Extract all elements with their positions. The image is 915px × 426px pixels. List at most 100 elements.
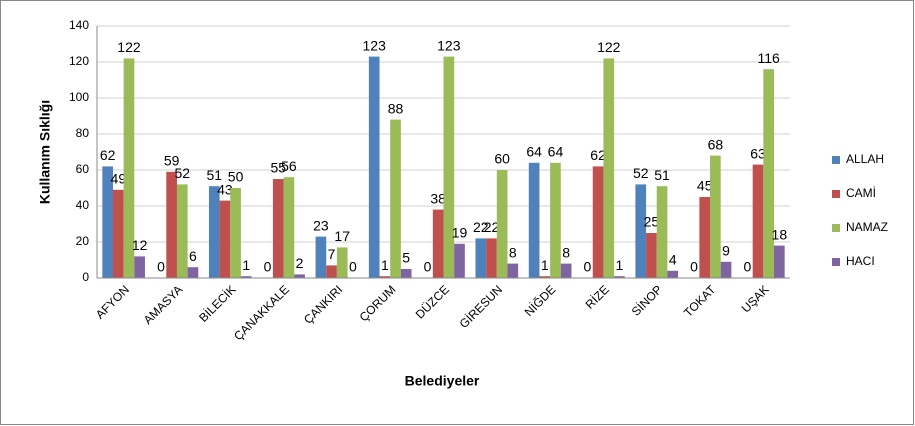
data-label: 0	[264, 259, 272, 275]
y-tick-label: 0	[82, 270, 89, 284]
bar	[272, 179, 284, 278]
data-label: 59	[164, 153, 180, 169]
data-label: 0	[743, 259, 751, 275]
data-label: 122	[117, 39, 141, 55]
data-label: 62	[590, 147, 606, 163]
legend-label: ALLAH	[846, 152, 884, 166]
data-label: 63	[750, 145, 766, 161]
bar	[507, 263, 519, 278]
data-label: 12	[132, 237, 148, 253]
data-label: 123	[437, 37, 461, 53]
bar	[528, 162, 540, 278]
bar	[614, 276, 625, 278]
data-label: 68	[708, 136, 724, 152]
legend-swatch	[832, 224, 840, 232]
legend-label: HACI	[846, 254, 875, 268]
bar	[774, 245, 785, 278]
data-label: 51	[654, 167, 670, 183]
data-label: 4	[669, 252, 677, 268]
data-label: 9	[722, 243, 730, 259]
bar	[443, 56, 455, 278]
y-axis-label: Kullanım Sıklığı	[37, 100, 53, 204]
x-axis-label: Belediyeler	[405, 373, 480, 389]
data-label: 50	[228, 169, 244, 185]
bar	[112, 189, 124, 278]
data-label: 8	[509, 244, 517, 260]
bar	[176, 184, 188, 278]
bar	[336, 247, 348, 278]
bar	[475, 238, 487, 278]
bar	[486, 238, 497, 278]
data-label: 0	[584, 259, 592, 275]
y-tick-label: 40	[76, 198, 90, 212]
bar	[592, 166, 604, 278]
bar	[294, 274, 305, 278]
bar	[752, 164, 764, 278]
bar	[400, 269, 412, 278]
data-label: 43	[217, 181, 233, 197]
data-label: 55	[270, 160, 286, 176]
bar	[550, 162, 561, 278]
data-label: 1	[381, 257, 389, 273]
data-label: 0	[157, 259, 165, 275]
y-tick-label: 100	[69, 90, 89, 104]
bar	[102, 166, 113, 278]
data-label: 19	[452, 225, 468, 241]
y-tick-label: 140	[69, 18, 89, 32]
bar	[454, 243, 465, 278]
data-label: 6	[189, 248, 197, 264]
y-tick-label: 20	[76, 234, 90, 248]
data-label: 17	[334, 228, 350, 244]
data-label: 123	[363, 37, 387, 53]
data-label: 23	[313, 217, 329, 233]
bar	[368, 56, 380, 278]
bar	[560, 263, 572, 278]
bar	[603, 58, 615, 279]
bar	[315, 236, 327, 278]
bar	[390, 119, 401, 278]
data-label: 64	[526, 144, 542, 160]
bar	[187, 267, 199, 278]
data-label: 8	[562, 244, 570, 260]
data-label: 116	[758, 50, 781, 66]
data-label: 45	[697, 178, 713, 194]
data-label: 0	[690, 259, 698, 275]
data-label: 0	[349, 259, 357, 275]
bar	[720, 261, 732, 278]
data-label: 88	[388, 100, 404, 116]
data-label: 122	[597, 39, 621, 55]
data-label: 52	[633, 165, 649, 181]
bar	[667, 270, 679, 278]
bar	[123, 58, 135, 279]
bar	[219, 200, 231, 278]
bar	[635, 184, 647, 278]
bar	[656, 186, 668, 278]
bar	[283, 177, 295, 278]
legend-label: NAMAZ	[846, 220, 888, 234]
bar	[539, 276, 551, 278]
data-label: 7	[328, 246, 336, 262]
data-label: 1	[541, 257, 549, 273]
data-label: 56	[281, 158, 297, 174]
data-label: 49	[111, 171, 127, 187]
bar	[379, 276, 391, 278]
data-label: 51	[206, 167, 222, 183]
legend-label: CAMİ	[846, 186, 876, 200]
bar	[134, 256, 145, 278]
data-label: 5	[402, 250, 410, 266]
bar	[432, 209, 444, 278]
bar	[646, 233, 657, 278]
data-label: 0	[424, 259, 432, 275]
y-tick-label: 80	[76, 126, 90, 140]
legend-swatch	[832, 258, 840, 266]
legend-swatch	[832, 190, 840, 198]
data-label: 25	[644, 214, 660, 230]
data-label: 62	[100, 147, 116, 163]
bar	[208, 186, 220, 278]
bar	[496, 170, 508, 278]
data-label: 52	[175, 165, 191, 181]
bar	[166, 171, 177, 278]
data-label: 1	[616, 257, 624, 273]
bar	[699, 197, 711, 278]
